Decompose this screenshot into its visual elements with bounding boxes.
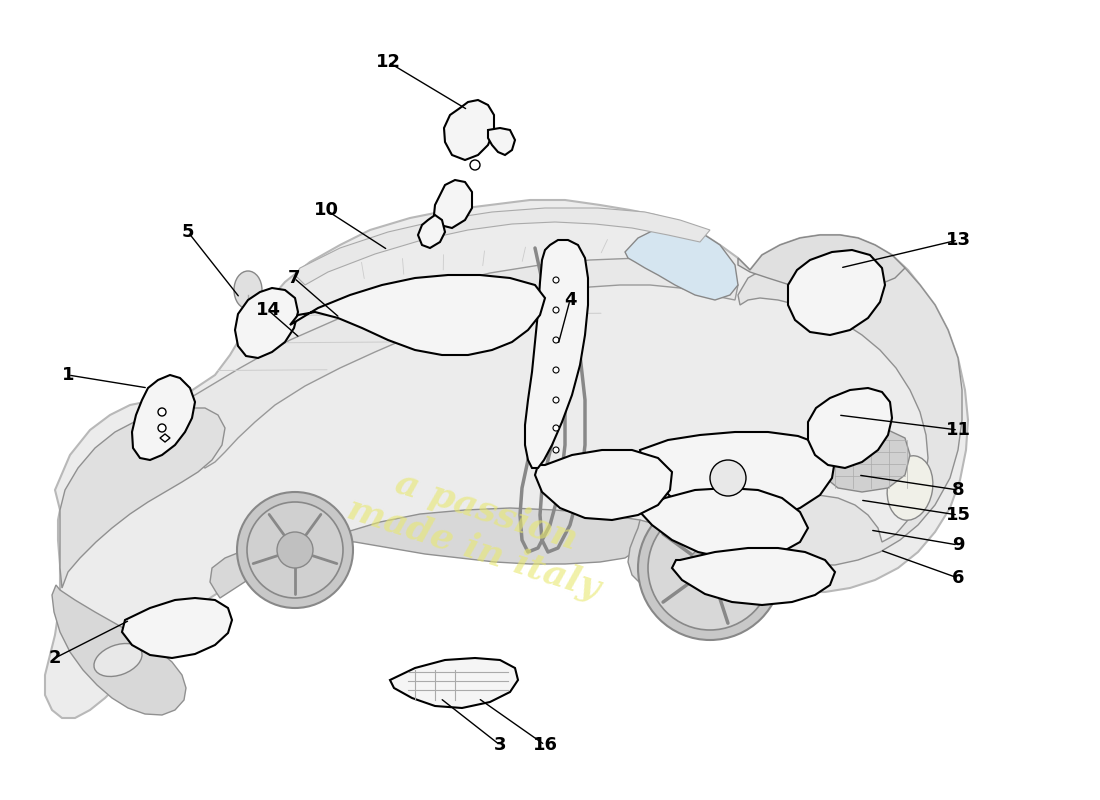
Ellipse shape xyxy=(234,271,262,309)
Polygon shape xyxy=(640,432,835,522)
Polygon shape xyxy=(672,548,835,605)
Circle shape xyxy=(553,307,559,313)
Circle shape xyxy=(553,337,559,343)
Polygon shape xyxy=(290,275,544,355)
Polygon shape xyxy=(122,598,232,658)
Polygon shape xyxy=(444,100,494,160)
Text: 15: 15 xyxy=(946,506,970,524)
Text: 2: 2 xyxy=(48,649,62,667)
Circle shape xyxy=(553,397,559,403)
Polygon shape xyxy=(160,434,170,442)
Circle shape xyxy=(638,496,782,640)
Polygon shape xyxy=(235,288,298,358)
Circle shape xyxy=(648,506,772,630)
Circle shape xyxy=(710,460,746,496)
Circle shape xyxy=(470,160,480,170)
Circle shape xyxy=(158,408,166,416)
Text: 11: 11 xyxy=(946,421,970,439)
Circle shape xyxy=(553,277,559,283)
Polygon shape xyxy=(738,235,905,292)
Polygon shape xyxy=(488,128,515,155)
Circle shape xyxy=(248,502,343,598)
Text: 1: 1 xyxy=(62,366,75,384)
Text: a passion
made in italy: a passion made in italy xyxy=(343,454,617,606)
Circle shape xyxy=(553,425,559,431)
Polygon shape xyxy=(788,250,886,335)
Polygon shape xyxy=(808,388,892,468)
Polygon shape xyxy=(738,248,962,565)
Text: 14: 14 xyxy=(255,301,280,319)
Polygon shape xyxy=(638,488,808,558)
Circle shape xyxy=(553,367,559,373)
Polygon shape xyxy=(390,658,518,708)
Polygon shape xyxy=(625,222,738,300)
Text: 5: 5 xyxy=(182,223,195,241)
Polygon shape xyxy=(132,375,195,460)
Ellipse shape xyxy=(887,456,933,520)
Text: 16: 16 xyxy=(532,736,558,754)
Text: 8: 8 xyxy=(952,481,965,499)
Circle shape xyxy=(688,546,732,590)
Polygon shape xyxy=(210,508,648,598)
Polygon shape xyxy=(434,180,472,228)
Polygon shape xyxy=(60,408,226,588)
Polygon shape xyxy=(45,200,968,718)
Circle shape xyxy=(158,424,166,432)
Polygon shape xyxy=(188,258,738,468)
Polygon shape xyxy=(820,430,910,492)
Polygon shape xyxy=(418,215,446,248)
Text: 10: 10 xyxy=(314,201,339,219)
Text: 7: 7 xyxy=(288,269,300,287)
Ellipse shape xyxy=(94,643,142,677)
Polygon shape xyxy=(525,240,588,468)
Polygon shape xyxy=(628,520,795,608)
Polygon shape xyxy=(52,585,186,715)
Circle shape xyxy=(553,447,559,453)
Circle shape xyxy=(236,492,353,608)
Text: 4: 4 xyxy=(563,291,576,309)
Text: 9: 9 xyxy=(952,536,965,554)
Polygon shape xyxy=(295,208,710,285)
Circle shape xyxy=(277,532,313,568)
Polygon shape xyxy=(535,450,672,520)
Text: 13: 13 xyxy=(946,231,970,249)
Text: 6: 6 xyxy=(952,569,965,587)
Text: 12: 12 xyxy=(375,53,400,71)
Text: 3: 3 xyxy=(494,736,506,754)
